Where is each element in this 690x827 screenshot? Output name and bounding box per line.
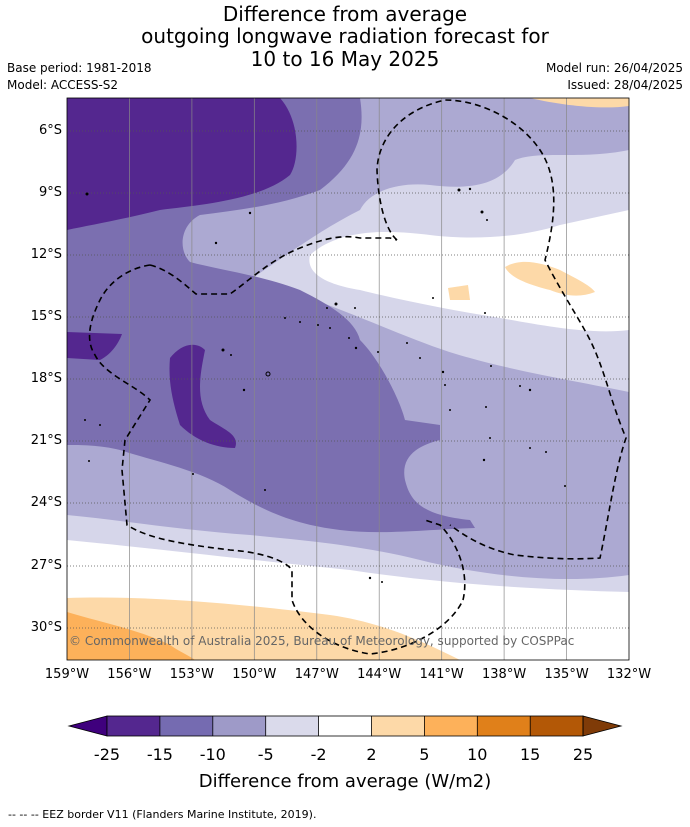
- map-frame: [66, 97, 630, 661]
- model-run: Model run: 26/04/2025: [545, 61, 683, 75]
- colorbar-tick: 15: [520, 745, 541, 764]
- colorbar-segment: [212, 716, 266, 736]
- islands: [84, 187, 566, 583]
- lon-label: 147°W: [294, 667, 339, 682]
- lat-label: 9°S: [38, 185, 62, 200]
- latitude-gridlines: [67, 130, 629, 629]
- lat-label: 21°S: [30, 433, 62, 448]
- colorbar-tick: 5: [419, 745, 430, 764]
- title-line-1: Difference from average: [222, 2, 468, 26]
- lon-label: 156°W: [107, 667, 152, 682]
- copyright-note: © Commonwealth of Australia 2025, Bureau…: [69, 634, 575, 648]
- anomaly-band-5-10-south: [67, 612, 195, 660]
- lon-label: 132°W: [606, 667, 652, 682]
- colorbar-segment: [107, 716, 160, 736]
- colorbar-segment: [477, 716, 531, 736]
- lat-label: 6°S: [38, 123, 62, 138]
- colorbar-tick: -5: [257, 745, 274, 764]
- lon-label: 138°W: [482, 667, 527, 682]
- base-period: Base period: 1981-2018: [7, 61, 152, 75]
- lon-label: 144°W: [357, 667, 402, 682]
- colorbar-extend-max: [582, 715, 623, 737]
- colorbar: [67, 715, 623, 737]
- anomaly-band-minus25-minus15-west: [67, 332, 122, 360]
- anomaly-band-minus25-minus15-central: [169, 344, 236, 448]
- colorbar-segment: [265, 716, 319, 736]
- map-plot-area: [67, 98, 629, 660]
- lon-label: 135°W: [544, 667, 589, 682]
- colorbar-segment: [371, 716, 425, 736]
- title-line-2: outgoing longwave radiation forecast for: [141, 24, 549, 48]
- anomaly-band-2-5-north: [530, 98, 629, 108]
- lat-label: 30°S: [30, 620, 62, 635]
- lat-label: 12°S: [30, 247, 62, 262]
- anomaly-patch-2-5-east: [505, 261, 595, 296]
- lon-label: 141°W: [419, 667, 464, 682]
- lon-label: 153°W: [169, 667, 214, 682]
- colorbar-segment: [424, 716, 478, 736]
- model-name: Model: ACCESS-S2: [7, 78, 119, 92]
- colorbar-segment: [530, 716, 583, 736]
- colorbar-tick: -25: [93, 745, 121, 764]
- issued-date: Issued: 28/04/2025: [567, 78, 683, 92]
- lat-label: 18°S: [30, 371, 62, 386]
- colorbar-segment: [159, 716, 213, 736]
- colorbar-tick: -15: [146, 745, 173, 764]
- eez-borders: [88, 99, 627, 655]
- colorbar-tick: 25: [572, 745, 594, 764]
- colorbar-tick: 10: [467, 745, 488, 764]
- lat-label: 15°S: [30, 309, 62, 324]
- lat-label: 27°S: [30, 558, 62, 573]
- eez-border-note: -- -- -- EEZ border V11 (Flanders Marine…: [8, 808, 317, 821]
- colorbar-title: Difference from average (W/m2): [198, 771, 492, 792]
- anomaly-patch-2-5-small: [448, 285, 470, 300]
- title-line-3: 10 to 16 May 2025: [250, 47, 440, 71]
- lon-label: 150°W: [232, 667, 277, 682]
- lon-label: 159°W: [44, 667, 90, 682]
- colorbar-tick: -10: [199, 745, 226, 764]
- colorbar-tick: -2: [310, 745, 327, 764]
- lat-label: 24°S: [30, 495, 62, 510]
- colorbar-extend-min: [67, 715, 108, 737]
- colorbar-segment: [318, 716, 372, 736]
- colorbar-tick: 2: [366, 745, 377, 764]
